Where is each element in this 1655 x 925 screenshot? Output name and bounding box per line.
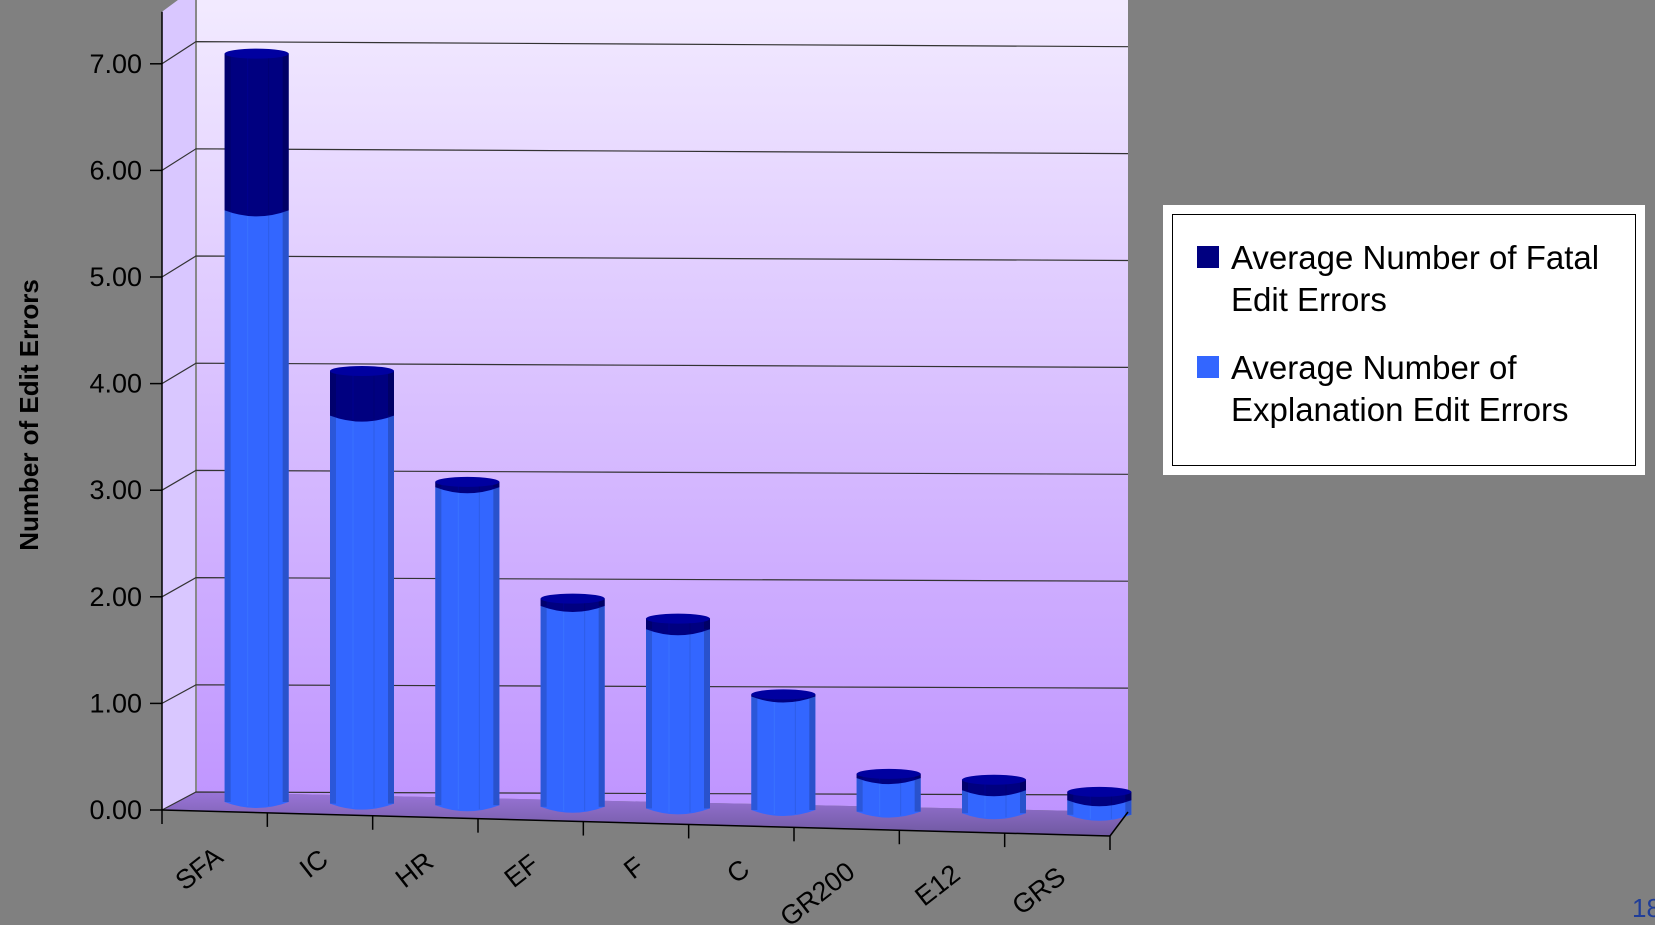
bar-shade (330, 415, 336, 804)
bar-explanation (435, 487, 500, 812)
page-number: 18 (1632, 893, 1655, 923)
bar-shade (646, 618, 652, 630)
legend-label-explanation: Average Number of Explanation Edit Error… (1231, 349, 1569, 428)
y-tick-label: 4.00 (89, 369, 142, 399)
bar-shade (224, 210, 231, 802)
bar-fatal (330, 370, 394, 422)
x-tick-label: EF (499, 849, 545, 894)
y-tick-label: 3.00 (89, 475, 142, 505)
x-tick-label: E12 (909, 859, 965, 912)
y-axis-label: Number of Edit Errors (14, 279, 44, 551)
y-tick-label: 7.00 (89, 49, 142, 79)
bar-shade (388, 415, 394, 804)
y-tick-labels: 0.00 1.00 2.00 3.00 4.00 5.00 6.00 7.00 (89, 49, 162, 825)
bar-shade (1067, 791, 1074, 801)
bar-explanation (856, 778, 921, 818)
bar-top-cap (224, 48, 289, 59)
bar-shade (282, 210, 289, 802)
gridline (161, 576, 1129, 598)
legend-item-fatal: Average Number of Fatal Edit Errors (1197, 237, 1635, 321)
bar-top-cap (435, 476, 500, 487)
bar-shade (540, 605, 547, 807)
bar-shade (540, 598, 547, 606)
gridlines (161, 40, 1129, 811)
x-tick-label: IC (294, 844, 334, 884)
bar-top-cap (540, 593, 605, 604)
bar-shade (856, 778, 863, 812)
bar-top-cap (646, 613, 710, 624)
bar-shade (704, 618, 710, 630)
x-tick-label: C (721, 854, 755, 890)
gridline (161, 40, 1129, 65)
legend-label-fatal: Average Number of Fatal Edit Errors (1231, 239, 1600, 318)
bar-shade (704, 629, 710, 809)
bar-shade (751, 696, 758, 810)
floor (162, 792, 1128, 836)
bar-explanation (1067, 800, 1132, 821)
bar-shade (1020, 790, 1026, 814)
legend-swatch-explanation (1197, 356, 1219, 378)
bar-shade (282, 53, 289, 211)
bar-top-cap (1067, 786, 1132, 797)
bar-shade (962, 790, 968, 814)
bar-shade (1067, 800, 1074, 815)
bar-shade (224, 53, 231, 211)
gridline (161, 791, 1129, 811)
y-tick-label: 2.00 (89, 582, 142, 612)
bar-shade (598, 598, 605, 606)
bar-shade (330, 370, 336, 416)
bar-shade (1125, 800, 1132, 815)
bar-shade (493, 487, 500, 806)
bar-top-cap (751, 689, 816, 700)
legend-swatch-fatal (1197, 246, 1219, 268)
legend-item-explanation: Average Number of Explanation Edit Error… (1197, 347, 1635, 431)
side-wall (162, 0, 196, 810)
gridline (161, 362, 1129, 385)
bar-shade (598, 605, 605, 807)
y-tick-label: 5.00 (89, 262, 142, 292)
bar-shade (962, 779, 968, 791)
bars (224, 48, 1132, 821)
bar-fatal (224, 53, 289, 217)
bar-shade (1125, 791, 1132, 801)
x-tick-label: SFA (170, 841, 229, 896)
bar-shade (493, 481, 500, 488)
bar-top-cap (962, 774, 1026, 785)
bar-explanation (962, 790, 1026, 820)
legend: Average Number of Fatal Edit Errors Aver… (1163, 205, 1645, 475)
plot-area (162, 0, 1128, 836)
bar-explanation (751, 696, 816, 816)
bar-shade (1020, 779, 1026, 791)
y-tick-label: 1.00 (89, 688, 142, 718)
axes (161, 11, 1129, 837)
bar-top-cap (330, 365, 394, 376)
x-axis-line (161, 809, 1111, 837)
bar-explanation (646, 629, 710, 815)
bar-shade (435, 487, 442, 806)
bar-shade (435, 481, 442, 488)
x-tick-label: F (618, 851, 649, 885)
gridline (161, 469, 1129, 491)
bar-top-cap (856, 768, 921, 779)
gridline (161, 255, 1129, 278)
x-axis-end (1109, 811, 1129, 837)
bar-explanation (540, 605, 605, 813)
y-tick-label: 0.00 (89, 795, 142, 825)
bar-shade (388, 370, 394, 416)
bar-shade (809, 696, 816, 810)
x-tick-label: HR (390, 846, 439, 894)
gridline (161, 684, 1129, 704)
bar-explanation (224, 210, 289, 808)
x-tick-label: GRS (1006, 861, 1071, 921)
bar-shade (914, 778, 921, 812)
bar-shade (646, 629, 652, 809)
back-wall (196, 0, 1128, 812)
bar-explanation (330, 415, 394, 810)
x-tick-label: GR200 (774, 856, 860, 925)
y-tick-label: 6.00 (89, 155, 142, 185)
gridline (161, 148, 1129, 171)
